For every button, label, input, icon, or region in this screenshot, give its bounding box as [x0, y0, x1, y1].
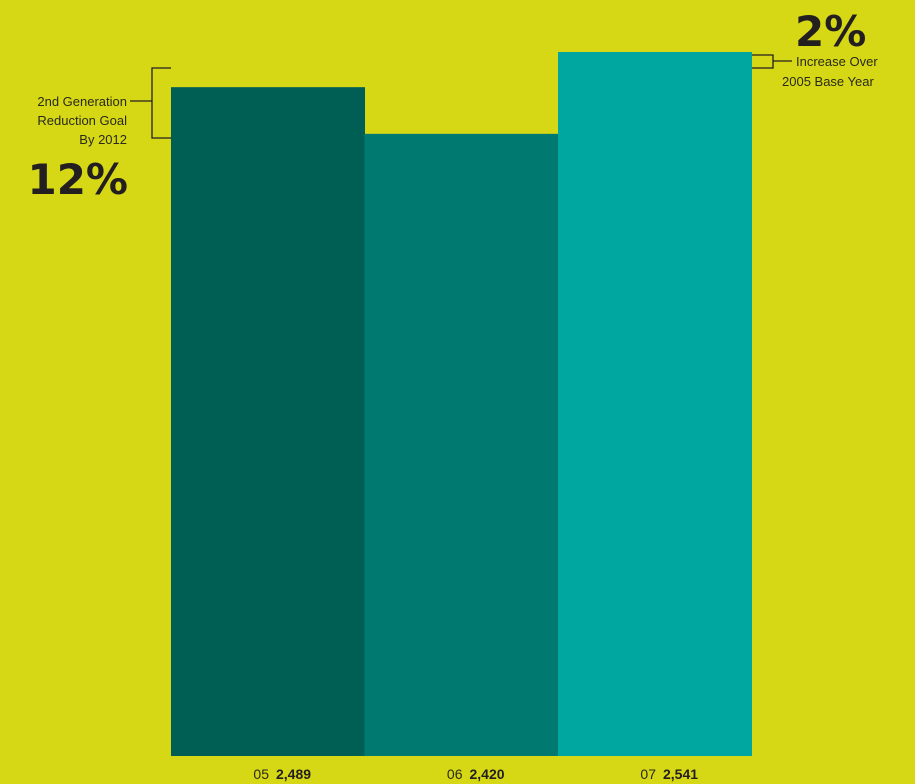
bars-group — [171, 52, 752, 757]
left-bracket — [130, 67, 171, 139]
left-annotation-line-1: 2nd Generation — [37, 94, 127, 109]
right-annotation: 2% Increase Over 2005 Base Year — [752, 7, 878, 89]
value-label-07: 2,541 — [663, 766, 698, 782]
bar-05 — [171, 87, 365, 756]
category-label-05: 05 — [253, 766, 269, 782]
right-bracket — [752, 54, 792, 69]
value-label-06: 2,420 — [470, 766, 505, 782]
category-label-07: 07 — [640, 766, 656, 782]
right-annotation-percent: 2% — [795, 7, 866, 56]
value-label-05: 2,489 — [276, 766, 311, 782]
category-labels-group: 05 2,489 06 2,420 07 2,541 — [253, 766, 698, 782]
category-label-06: 06 — [447, 766, 463, 782]
bar-07 — [558, 52, 752, 756]
right-annotation-line-1: Increase Over — [796, 54, 878, 69]
right-annotation-line-2: 2005 Base Year — [782, 74, 874, 89]
left-annotation-line-3: By 2012 — [79, 132, 127, 147]
bar-06 — [364, 133, 559, 757]
left-annotation-line-2: Reduction Goal — [37, 113, 127, 128]
left-annotation: 2nd Generation Reduction Goal By 2012 12… — [27, 67, 171, 204]
left-annotation-percent: 12% — [27, 155, 128, 204]
